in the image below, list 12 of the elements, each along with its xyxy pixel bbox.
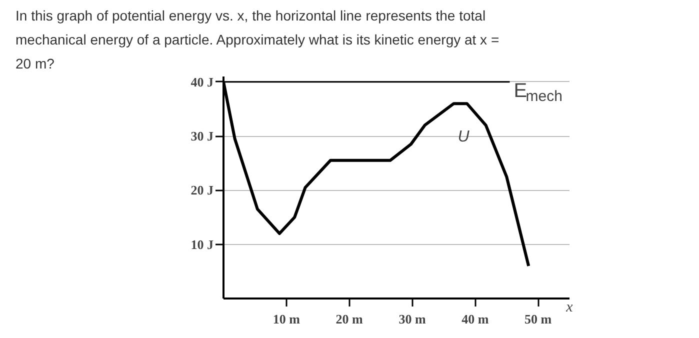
x-axis-title: x [565,300,574,316]
x-tick-label: 40 m [462,312,489,326]
y-tick-label: 30 J [190,128,214,144]
y-tick-label: 40 J [190,74,214,90]
x-tick-label: 20 m [336,312,364,326]
x-tick-label: 30 m [398,312,426,326]
x-tick-label: 50 m [524,312,552,326]
y-tick-label: 10 J [190,236,214,252]
chart-title: In this graph of potential energy vs. x, the horizontal line represents the total mechanical energy of a particle. Approximately what is its kinetic energy at x = 20 m? [16,8,500,72]
x-tick-label: 10 m [272,312,300,326]
y-tick-label: 20 J [190,182,214,198]
annotation: U [458,128,470,146]
